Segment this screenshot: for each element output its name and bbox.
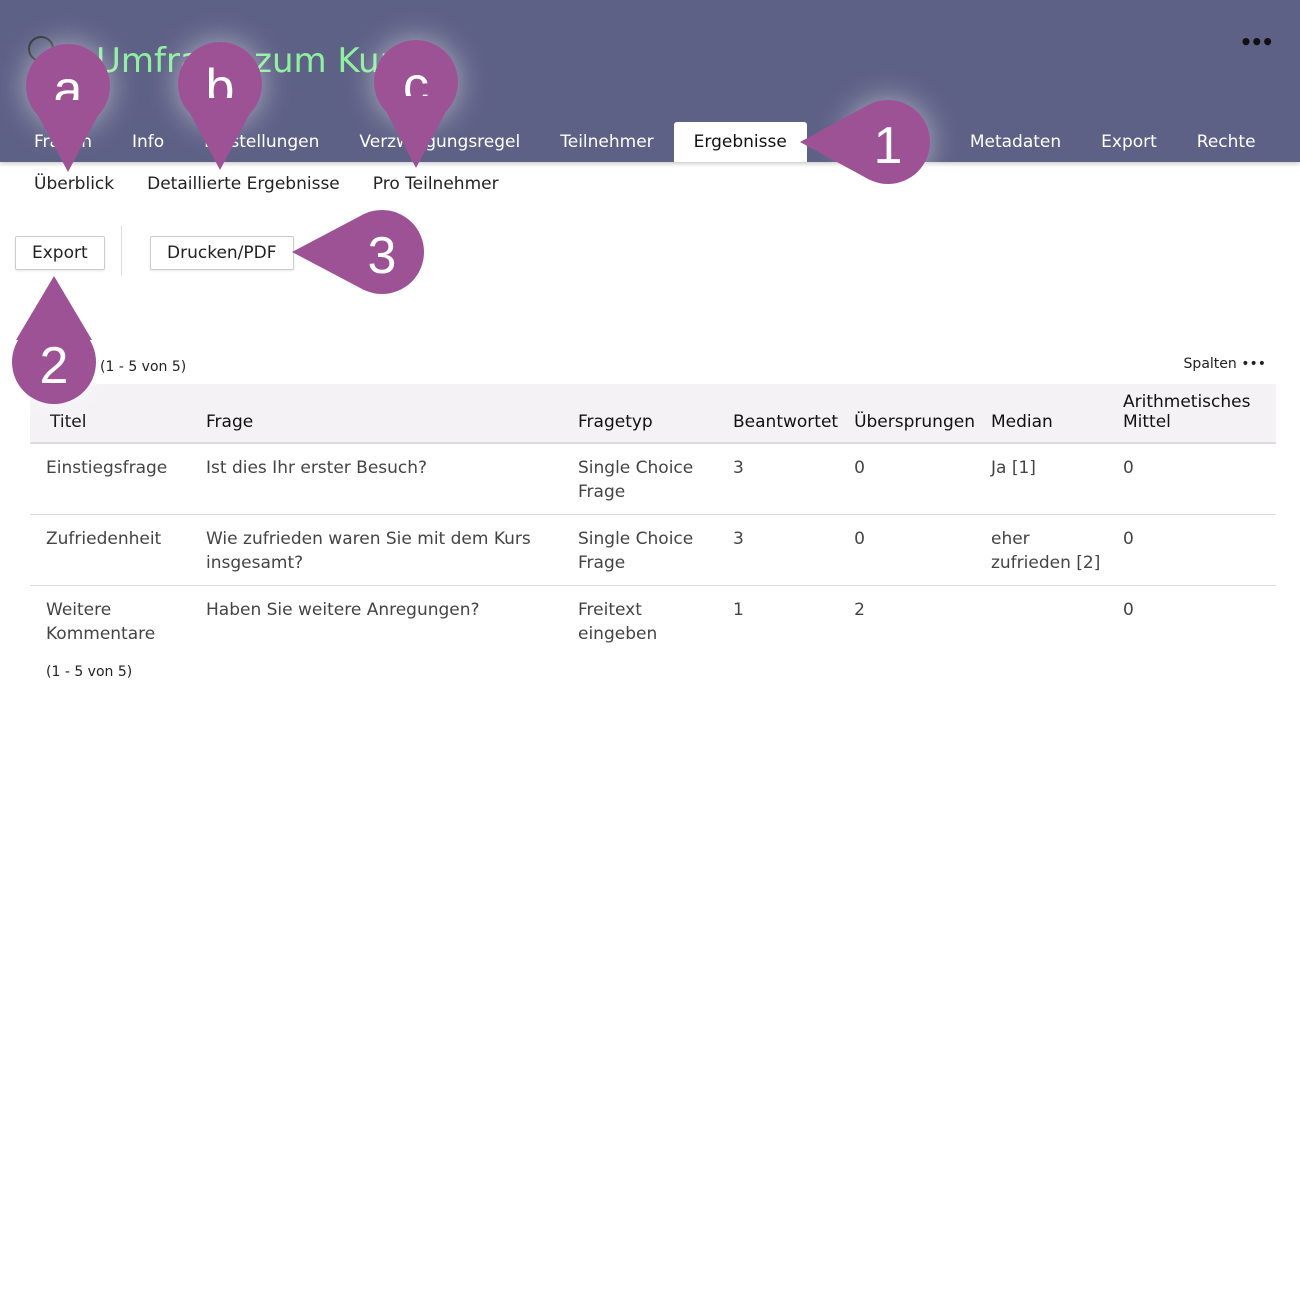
cell-uebersprungen: 2: [854, 600, 865, 620]
tab-metadaten[interactable]: Metadaten: [969, 132, 1062, 152]
more-options-icon[interactable]: •••: [1239, 30, 1274, 54]
tab-verzweigungsregel[interactable]: Verzweigungsregel: [359, 132, 521, 152]
cell-titel[interactable]: Weitere Kommentare: [46, 600, 156, 644]
marker-label: c: [403, 56, 429, 115]
cell-median: [983, 586, 1115, 657]
col-uebersprungen[interactable]: Übersprungen: [846, 384, 983, 444]
marker-3: 3: [340, 210, 424, 294]
table-row: Zufriedenheit Wie zufrieden waren Sie mit…: [30, 514, 1276, 586]
count-bottom: (1 - 5 von 5): [46, 664, 133, 680]
marker-a: a: [26, 44, 110, 128]
divider: [121, 226, 122, 276]
subtab-ueberblick[interactable]: Überblick: [34, 174, 115, 194]
col-beantwortet[interactable]: Beantwortet: [725, 384, 847, 444]
tab-export[interactable]: Export: [1101, 132, 1157, 152]
tab-einstellungen[interactable]: Einstellungen: [204, 132, 320, 152]
marker-label: 3: [367, 226, 397, 285]
marker-label: 1: [873, 116, 903, 175]
cell-mittel: 0: [1122, 600, 1134, 620]
tab-ergebnisse[interactable]: Ergebnisse: [673, 122, 807, 162]
marker-2: 2: [12, 320, 96, 404]
cell-beantwortet: 3: [725, 443, 847, 515]
col-median[interactable]: Median: [982, 384, 1115, 444]
cell-titel[interactable]: Einstiegsfrage: [30, 443, 198, 515]
tab-rechte[interactable]: Rechte: [1196, 132, 1256, 152]
table-row: Weitere Kommentare Haben Sie weitere Anre…: [30, 586, 1276, 657]
cell-fragetyp: Single Choice Frage: [570, 443, 725, 515]
cell-mittel: 0: [1114, 443, 1276, 515]
marker-b: b: [178, 42, 262, 126]
results-table: Titel Frage Fragetyp Beantwortet Überspr…: [30, 384, 1276, 656]
cell-fragetyp: Freitext eingeben: [578, 600, 658, 644]
cell-titel[interactable]: Zufriedenheit: [30, 514, 198, 586]
tab-teilnehmer[interactable]: Teilnehmer: [560, 132, 654, 152]
marker-label: 2: [39, 336, 69, 395]
col-fragetyp[interactable]: Fragetyp: [570, 384, 725, 444]
count-top: (1 - 5 von 5): [100, 359, 187, 375]
subtabs: Überblick Detaillierte Ergebnisse Pro Te…: [34, 174, 499, 194]
cell-beantwortet: 1: [733, 600, 744, 620]
table-row: Einstiegsfrage Ist dies Ihr erster Besuch…: [30, 443, 1276, 515]
subtab-detaillierte-ergebnisse[interactable]: Detaillierte Ergebnisse: [147, 174, 340, 194]
columns-button[interactable]: Spalten •••: [1183, 356, 1266, 372]
cell-uebersprungen: 0: [846, 514, 983, 586]
cell-fragetyp: Single Choice Frage: [570, 514, 725, 586]
col-frage[interactable]: Frage: [198, 384, 570, 444]
cell-median: Ja [1]: [982, 443, 1115, 515]
cell-frage: Haben Sie weitere Anregungen?: [206, 600, 480, 620]
tab-info[interactable]: Info: [131, 132, 165, 152]
marker-label: b: [205, 58, 235, 117]
cell-uebersprungen: 0: [846, 443, 983, 515]
marker-label: a: [53, 60, 83, 119]
cell-median: eher zufrieden [2]: [982, 514, 1115, 586]
marker-1: 1: [846, 100, 930, 184]
cell-beantwortet: 3: [725, 514, 847, 586]
cell-frage: Ist dies Ihr erster Besuch?: [198, 443, 570, 515]
subtab-pro-teilnehmer[interactable]: Pro Teilnehmer: [372, 174, 499, 194]
col-mittel[interactable]: Arithmetisches Mittel: [1114, 384, 1276, 444]
export-button[interactable]: Export: [15, 236, 105, 270]
marker-c: c: [374, 40, 458, 124]
cell-mittel: 0: [1114, 514, 1276, 586]
main-tabs: Fragen Info Einstellungen Verzweigungsre…: [14, 122, 1276, 162]
cell-frage: Wie zufrieden waren Sie mit dem Kurs ins…: [198, 514, 570, 586]
print-pdf-button[interactable]: Drucken/PDF: [150, 236, 294, 270]
tab-fragen[interactable]: Fragen: [34, 132, 92, 152]
